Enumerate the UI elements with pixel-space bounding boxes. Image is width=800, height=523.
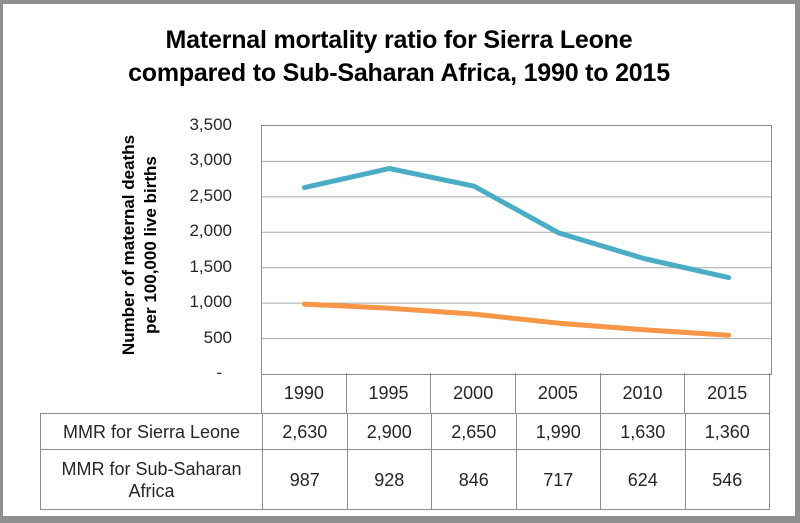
chart-title: Maternal mortality ratio for Sierra Leon… <box>3 24 795 90</box>
plot-area <box>261 125 772 375</box>
x-tick-label: 2010 <box>601 373 686 413</box>
table-value: 987 <box>262 449 347 509</box>
x-tick-label: 2005 <box>516 373 601 413</box>
x-tick-label: 2000 <box>431 373 517 413</box>
table-value: 2,630 <box>262 414 347 449</box>
table-value: 1,990 <box>515 414 601 449</box>
plot-svg <box>262 160 771 340</box>
table-value: 2,650 <box>431 414 516 449</box>
y-axis-title-line-1: Number of maternal deaths <box>119 134 138 356</box>
x-tick-label: 1990 <box>262 373 347 413</box>
y-tick-label: 3,500 <box>189 115 232 134</box>
table-value: 717 <box>515 449 600 509</box>
y-tick-label: 1,500 <box>189 257 232 276</box>
table-value: 546 <box>684 449 769 509</box>
table-value: 624 <box>600 449 685 509</box>
table-value: 846 <box>431 449 516 509</box>
row-header-sierra-leone: MMR for Sierra Leone <box>62 421 241 442</box>
line-mmr-sub-saharan-africa <box>301 301 732 338</box>
line-mmr-sierra-leone <box>301 166 732 281</box>
y-tick-label: 2,500 <box>189 186 232 205</box>
x-axis-row: 1990 1995 2000 2005 2010 2015 <box>261 373 770 413</box>
chart-title-line-1: Maternal mortality ratio for Sierra Leon… <box>165 26 633 54</box>
table-value: 928 <box>346 449 431 509</box>
y-tick-label: 3,000 <box>189 150 232 169</box>
table-value: 1,630 <box>600 414 685 449</box>
y-tick-label: 1,000 <box>189 292 232 311</box>
chart-title-line-2: compared to Sub-Saharan Africa, 1990 to … <box>128 59 670 87</box>
x-tick-label: 2015 <box>707 382 748 403</box>
table-value: 2,900 <box>346 414 432 449</box>
y-tick-label: 500 <box>203 328 232 347</box>
row-header-sub-saharan-africa: MMR for Sub-Saharan Africa <box>41 449 262 509</box>
y-tick-label: 2,000 <box>189 221 232 240</box>
y-tick-label-zero: - <box>216 363 222 382</box>
x-tick-label: 1995 <box>347 373 432 413</box>
table-value: 1,360 <box>684 414 770 449</box>
data-table: MMR for Sierra Leone 2,630 2,900 2,650 1… <box>40 413 770 510</box>
